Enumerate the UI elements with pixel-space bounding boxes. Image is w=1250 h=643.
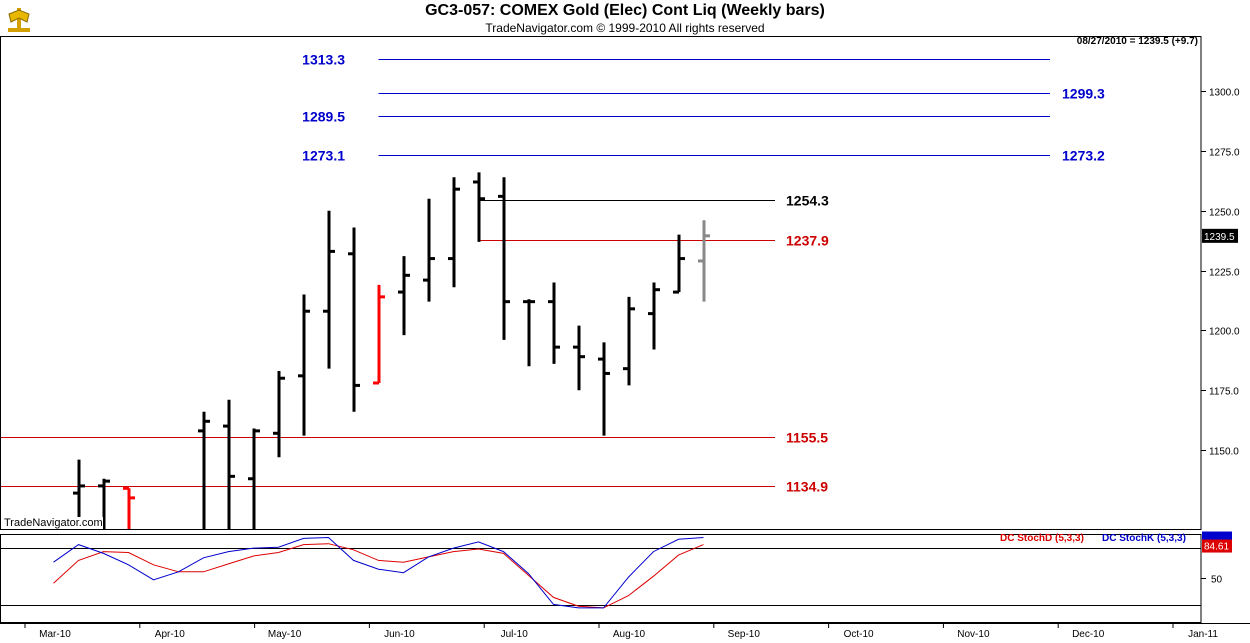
level-label: 1134.9 (786, 479, 828, 495)
chart-title: GC3-057: COMEX Gold (Elec) Cont Liq (Wee… (425, 2, 825, 19)
level-label: 1273.1 (302, 148, 345, 164)
x-tick-label: Jan-11 (1188, 629, 1218, 640)
stoch-d-legend: DC StochD (5,3,3) (1000, 533, 1084, 544)
y-tick-label: 1200.0 (1209, 327, 1240, 338)
x-tick-label: Mar-10 (39, 629, 71, 640)
y-tick-label: 1250.0 (1209, 208, 1240, 219)
x-tick-label: Nov-10 (957, 629, 990, 640)
level-label: 1299.3 (1062, 86, 1105, 102)
last-price-label: 1239.5 (1204, 232, 1235, 243)
last-price-info: 08/27/2010 = 1239.5 (+9.7) (1076, 36, 1198, 47)
level-label: 1254.3 (786, 193, 829, 209)
y-tick-label: 1225.0 (1209, 268, 1240, 279)
x-tick-label: Jun-10 (384, 629, 415, 640)
ohlc-bars (73, 172, 710, 529)
level-label: 1273.2 (1062, 148, 1105, 164)
y-tick-label: 1150.0 (1209, 447, 1239, 458)
y-tick-label: 1300.0 (1209, 88, 1240, 99)
x-tick-label: Aug-10 (613, 629, 646, 640)
x-tick-label: Sep-10 (728, 629, 761, 640)
price-panel-frame (0, 36, 1202, 530)
stoch-k-legend: DC StochK (5,3,3) (1102, 533, 1186, 544)
x-tick-label: Dec-10 (1072, 629, 1105, 640)
trade-navigator-logo-icon (8, 8, 30, 32)
x-tick-label: Oct-10 (844, 629, 874, 640)
x-tick-label: Apr-10 (155, 629, 185, 640)
chart-subtitle: TradeNavigator.com © 1999-2010 All right… (485, 21, 765, 35)
stoch-k-last-box (1202, 531, 1232, 542)
stoch-y-tick-label: 50 (1211, 575, 1223, 586)
y-tick-label: 1175.0 (1209, 387, 1239, 398)
level-label: 1155.5 (786, 430, 828, 446)
level-label: 1289.5 (302, 109, 345, 125)
x-tick-label: Jul-10 (501, 629, 529, 640)
level-label: 1313.3 (302, 52, 345, 68)
stoch-series-line (53, 543, 704, 609)
stoch-series-line (53, 536, 704, 609)
watermark: TradeNavigator.com (4, 517, 103, 529)
stoch-d-last-box (1202, 539, 1232, 553)
y-tick-label: 1275.0 (1209, 148, 1240, 159)
stoch-last-value-label: 84.61 (1204, 542, 1229, 553)
level-label: 1237.9 (786, 233, 829, 249)
stoch-panel-frame (0, 534, 1202, 623)
x-tick-label: May-10 (268, 629, 302, 640)
last-price-box (1202, 228, 1238, 243)
